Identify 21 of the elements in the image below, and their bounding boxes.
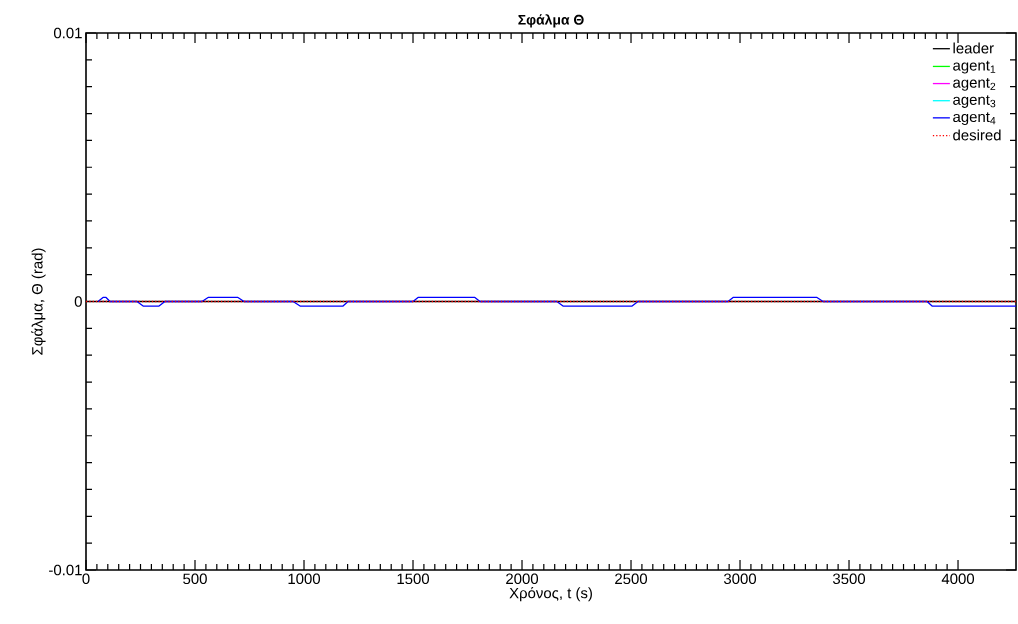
- legend-label: leader: [953, 42, 994, 54]
- x-tick-label: 3500: [832, 573, 866, 585]
- y-tick-label: 0: [74, 296, 82, 307]
- y-tick-label: 0.01: [53, 27, 82, 39]
- x-tick-label: 0: [82, 573, 90, 585]
- x-tick-label: 2000: [506, 573, 539, 585]
- x-tick-label: 500: [183, 573, 207, 585]
- legend-label: agent$_{4}$: [953, 112, 996, 126]
- x-tick-label: 1500: [397, 573, 430, 585]
- legend-label: agent$_{2}$: [953, 78, 996, 91]
- chart-title: Σφάλμα Θ: [518, 14, 584, 28]
- legend-label: agent$_{1}$: [953, 60, 996, 74]
- x-tick-label: 1000: [288, 573, 321, 585]
- x-tick-label: 4000: [941, 573, 975, 585]
- y-tick-label: -0.01: [49, 564, 82, 576]
- legend-label: agent$_{3}$: [953, 95, 996, 108]
- x-tick-label: 2500: [615, 573, 648, 585]
- x-axis-title: Χρόνος, t (s): [509, 586, 592, 602]
- x-tick-label: 3000: [723, 573, 757, 585]
- y-axis-title: Σφάλμα, Θ (rad): [31, 248, 46, 355]
- legend-label: desired: [953, 129, 1001, 141]
